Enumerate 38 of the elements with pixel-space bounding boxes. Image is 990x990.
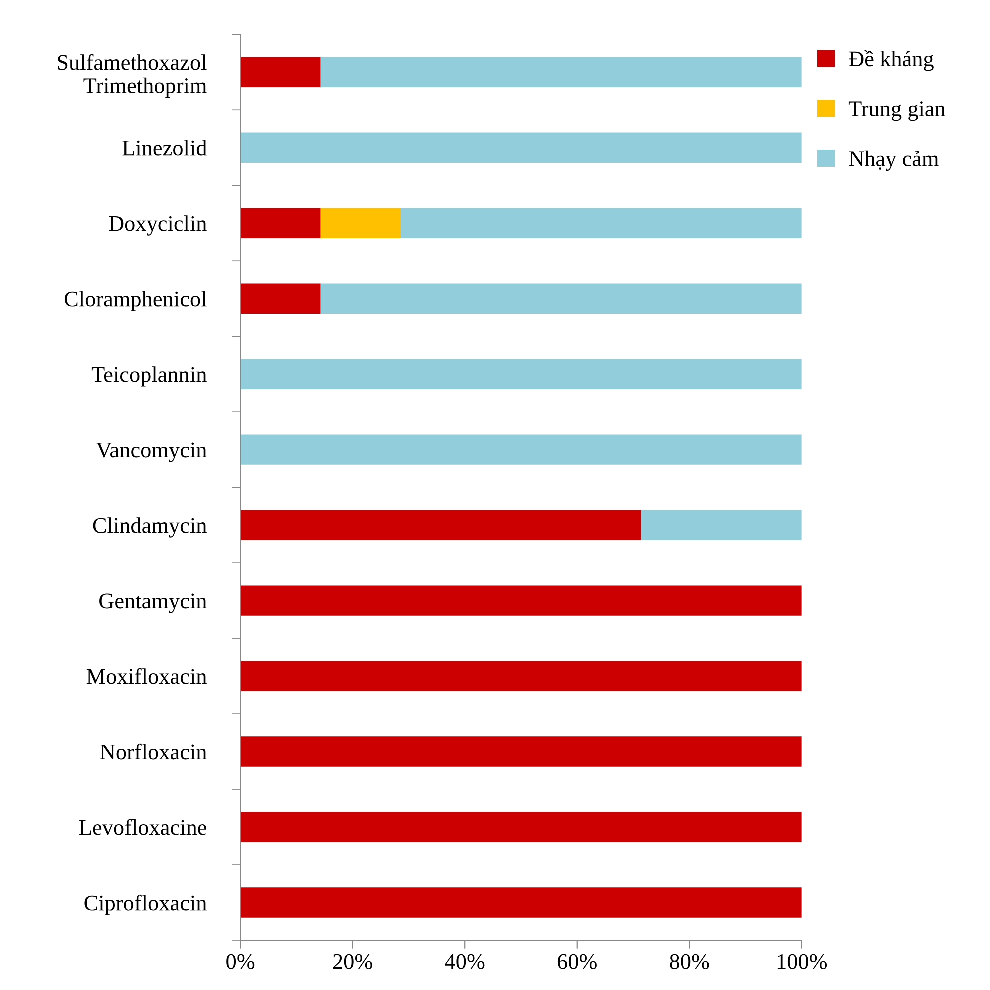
y-tick-label: Linezolid [122, 140, 207, 156]
legend-label: Trung gian [848, 102, 946, 122]
bar [240, 208, 321, 238]
y-tick-label: Doxyciclin [109, 216, 207, 236]
x-tick-label: 80% [670, 954, 710, 970]
bar [641, 510, 802, 540]
legend-label: Nhạy cảm [849, 150, 939, 172]
bar [240, 434, 802, 465]
y-tick-label: Levofloxacine [80, 819, 206, 836]
y-tick-label: Gentamycin [100, 594, 207, 614]
y-tick-label: Moxifloxacin [86, 668, 207, 684]
legend-label: Đề kháng [849, 50, 934, 72]
y-tick-label: Ciprofloxacin [84, 894, 207, 916]
y-tick-label: Norfloxacin [100, 744, 207, 760]
bar [240, 510, 642, 540]
y-tick-label: Vancomycin [96, 442, 207, 462]
x-tick-label: 0% [226, 954, 255, 970]
y-tick-label: Clindamycin [93, 518, 207, 538]
bar [240, 57, 321, 88]
bar [240, 736, 802, 767]
x-tick-label: 60% [558, 954, 597, 970]
bar [240, 812, 802, 842]
y-tick-label: Teicoplannin [92, 366, 207, 387]
bar [240, 359, 802, 390]
bar [320, 57, 802, 88]
x-tick-label: 20% [333, 954, 372, 970]
x-tick-label: 100% [778, 954, 828, 970]
y-tick-label: Cloramphenicol [64, 291, 207, 312]
x-tick-label: 40% [445, 954, 485, 970]
bar [240, 284, 321, 314]
y-tick-label: Sulfamethoxazol Trimethoprim [58, 54, 207, 98]
bar [240, 661, 802, 692]
bar [320, 284, 802, 314]
bar [240, 586, 802, 616]
bar [320, 208, 402, 238]
bar [240, 888, 802, 918]
bar [240, 132, 802, 163]
bar [401, 208, 802, 238]
